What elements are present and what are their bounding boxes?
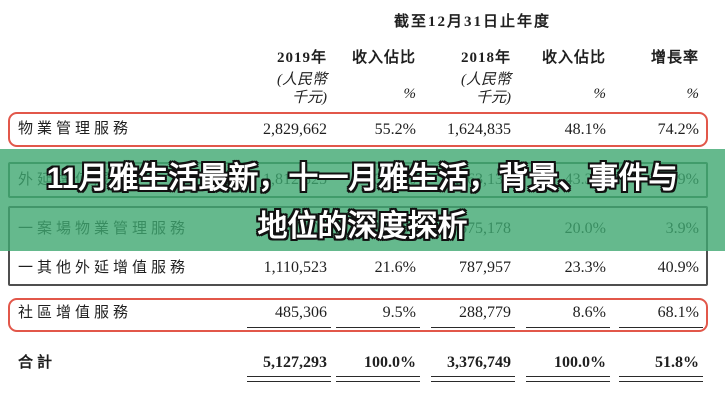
col-unit-2019: 千元) [292, 90, 327, 106]
overlay-title-line1: 11月雅生活最新，十一月雅生活，背景、事件与 [46, 162, 679, 195]
table-row-total: 合計 5,127,293 100.0% 3,376,749 100.0% 51.… [0, 350, 725, 376]
value-cell: 3,376,749 [447, 354, 511, 371]
value-cell: 288,779 [459, 304, 511, 321]
value-cell: 74.2% [657, 121, 699, 138]
total-double-rule [247, 376, 331, 382]
col-subheader-rmb-2018: (人民幣 [461, 72, 511, 88]
col-header-2019: 2019年 [276, 50, 327, 66]
table-row: 社區增值服務 485,306 9.5% 288,779 8.6% 68.1% [0, 298, 725, 328]
value-cell: 100.0% [554, 354, 606, 371]
total-double-rule [431, 376, 515, 382]
total-double-rule [619, 376, 703, 382]
value-cell: 100.0% [364, 354, 416, 371]
value-cell: 48.1% [564, 121, 606, 138]
col-unit-2018: 千元) [476, 90, 511, 106]
subtotal-rule [247, 327, 331, 328]
period-header: 截至12月31日止年度 [393, 14, 551, 30]
value-cell: 8.6% [572, 304, 606, 321]
value-cell: 2,829,662 [263, 121, 327, 138]
row-label: 物業管理服務 [18, 121, 133, 137]
column-header-row: 2019年 收入佔比 2018年 收入佔比 增長率 [0, 46, 725, 66]
value-cell: 21.6% [374, 259, 416, 276]
subtotal-rule [619, 327, 703, 328]
subtotal-rule [431, 327, 515, 328]
row-label: 一其他外延增值服務 [18, 260, 190, 276]
overlay-title: 11月雅生活最新，十一月雅生活，背景、事件与 地位的深度探析 [0, 155, 725, 251]
column-unit-row: 千元) % 千元) % % [0, 86, 725, 106]
total-double-rule [526, 376, 610, 382]
value-cell: 5,127,293 [263, 354, 327, 371]
subtotal-rule [336, 327, 420, 328]
column-subheader-row: (人民幣 (人民幣 [0, 68, 725, 88]
table-row: 物業管理服務 2,829,662 55.2% 1,624,835 48.1% 7… [0, 112, 725, 147]
row-label: 社區增值服務 [18, 305, 133, 321]
value-cell: 51.8% [655, 354, 699, 371]
value-cell: 787,957 [459, 259, 511, 276]
table-row: 一其他外延增值服務 1,110,523 21.6% 787,957 23.3% … [0, 250, 725, 286]
overlay-title-line2: 地位的深度探析 [257, 210, 468, 243]
value-cell: 1,624,835 [447, 121, 511, 138]
col-unit-growth: % [686, 86, 700, 102]
value-cell: 40.9% [657, 259, 699, 276]
value-cell: 9.5% [382, 304, 416, 321]
row-label: 合計 [18, 355, 57, 371]
value-cell: 23.3% [564, 259, 606, 276]
col-subheader-rmb-2019: (人民幣 [277, 72, 327, 88]
col-header-share-2019: 收入佔比 [351, 50, 416, 66]
value-cell: 1,110,523 [263, 259, 327, 276]
col-header-share-2018: 收入佔比 [541, 50, 606, 66]
value-cell: 55.2% [374, 121, 416, 138]
title-overlay-band [0, 149, 725, 251]
value-cell: 68.1% [657, 304, 699, 321]
col-header-2018: 2018年 [460, 50, 511, 66]
total-double-rule [336, 376, 420, 382]
value-cell: 485,306 [275, 304, 327, 321]
subtotal-rule [526, 327, 610, 328]
col-unit-share-2018: % [593, 86, 607, 102]
col-unit-share-2019: % [403, 86, 417, 102]
col-header-growth: 增長率 [650, 50, 699, 66]
